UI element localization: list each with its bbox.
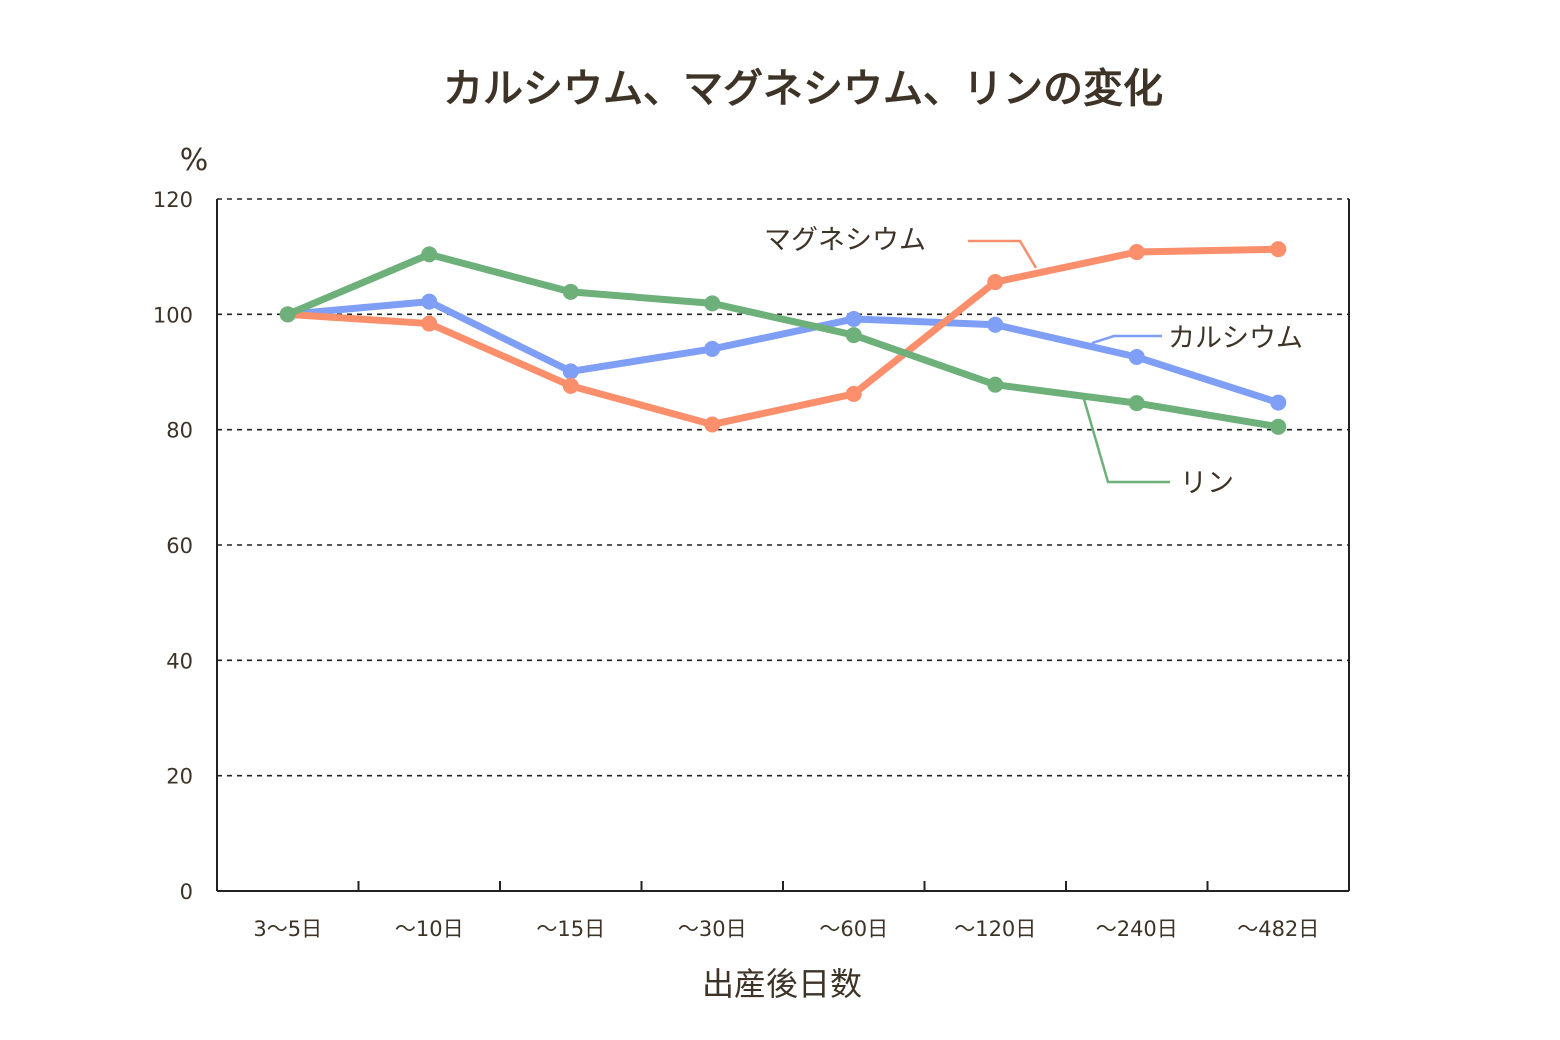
x-axis-label: 出産後日数	[702, 965, 862, 1003]
data-point-magnesium	[421, 315, 438, 332]
series-line-magnesium	[284, 245, 1282, 428]
x-tick-label: 〜10日	[395, 917, 464, 941]
x-tick-label: 〜60日	[819, 917, 888, 941]
y-tick-label-20: 20	[166, 765, 193, 789]
x-tick-label: 〜120日	[954, 917, 1036, 941]
x-tick-label: 〜30日	[678, 917, 747, 941]
series-label-leaders	[968, 239, 1170, 484]
leader-phosphorus	[1082, 398, 1170, 484]
data-point-calcium	[845, 310, 862, 327]
series-lines	[279, 241, 1287, 435]
data-point-magnesium	[1270, 241, 1287, 258]
data-point-phosphorus	[1270, 418, 1287, 435]
data-point-magnesium	[845, 385, 862, 402]
x-tick-label: 〜482日	[1237, 917, 1319, 941]
series-label-phosphorus: リン	[1180, 468, 1234, 499]
x-tick-label: 3〜5日	[253, 917, 322, 941]
data-point-phosphorus	[421, 246, 438, 263]
series-label-calcium: カルシウム	[1168, 323, 1303, 354]
data-point-magnesium	[1128, 244, 1145, 261]
data-point-calcium	[1128, 349, 1145, 366]
series-line-calcium	[284, 298, 1282, 407]
y-axis-unit: %	[180, 143, 209, 178]
y-tick-label-120: 120	[153, 188, 193, 212]
data-point-calcium	[421, 293, 438, 310]
gridlines	[217, 198, 1349, 777]
y-tick-label-100: 100	[153, 303, 193, 327]
x-tick-labels: 3〜5日 〜10日 〜15日 〜30日 〜60日 〜120日 〜240日 〜482日	[253, 917, 1319, 941]
data-point-magnesium	[562, 377, 579, 394]
leader-calcium	[1091, 334, 1162, 345]
data-point-phosphorus	[279, 306, 296, 323]
series-label-magnesium: マグネシウム	[764, 225, 926, 256]
data-point-phosphorus	[704, 295, 721, 312]
x-tick-label: 〜15日	[536, 917, 605, 941]
y-tick-label-40: 40	[166, 649, 193, 673]
chart-title: カルシウム、マグネシウム、リンの変化	[443, 66, 1163, 112]
data-point-calcium	[704, 340, 721, 357]
series-line-phosphorus	[284, 250, 1282, 431]
data-point-phosphorus	[987, 376, 1004, 393]
data-point-magnesium	[704, 416, 721, 433]
y-tick-label-60: 60	[166, 534, 193, 558]
data-point-magnesium	[987, 274, 1004, 291]
data-point-calcium	[1270, 394, 1287, 411]
x-tick-label: 〜240日	[1096, 917, 1178, 941]
data-point-phosphorus	[562, 283, 579, 300]
data-point-phosphorus	[1128, 395, 1145, 412]
leader-magnesium	[968, 239, 1038, 269]
data-point-calcium	[987, 316, 1004, 333]
axes	[216, 199, 1350, 892]
y-tick-label-0: 0	[180, 880, 193, 904]
data-point-phosphorus	[845, 327, 862, 344]
data-point-calcium	[562, 363, 579, 380]
y-tick-labels: 0 20 40 60 80 100 120	[153, 188, 193, 904]
y-tick-label-80: 80	[166, 419, 193, 443]
